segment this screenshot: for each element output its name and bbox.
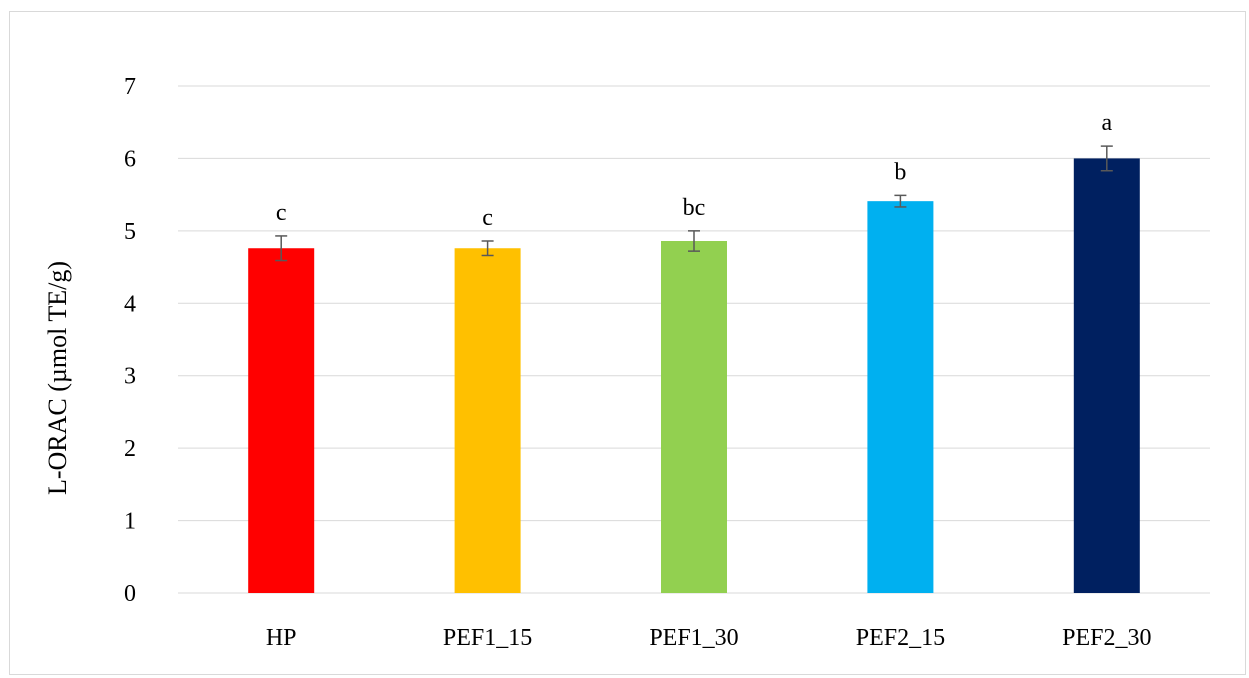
chart-frame: 0 1 2 3 4 5 6 7 c HP c PEF1_15 bc PEF1_30 b PEF2_15 a PEF…: [9, 11, 1246, 675]
bar-PEF1_30: [661, 240, 727, 594]
error-bar-PEF1_15: [481, 240, 494, 257]
x-tick-label: PEF1_15: [443, 625, 532, 651]
bar-HP: [248, 248, 315, 594]
y-axis-title: L-ORAC (µmol TE/g): [43, 261, 72, 495]
error-bar-PEF2_15: [894, 194, 907, 208]
bar-PEF2_15: [867, 201, 934, 593]
significance-letter: a: [1101, 110, 1112, 136]
y-tick-label: 7: [124, 74, 136, 100]
x-tick-label: PEF2_15: [856, 625, 945, 651]
x-tick-label: PEF2_30: [1062, 625, 1151, 651]
error-bar-HP: [275, 235, 288, 262]
error-bars: [275, 145, 1113, 262]
y-tick-label: 5: [124, 219, 136, 245]
bars: [248, 158, 1140, 594]
y-tick-label: 0: [124, 581, 136, 607]
significance-letter: c: [276, 200, 287, 226]
bar-PEF1_15: [454, 248, 521, 594]
y-tick-label: 4: [124, 291, 136, 317]
y-tick-label: 6: [124, 146, 136, 172]
y-tick-label: 1: [124, 509, 136, 535]
bar-chart: 0 1 2 3 4 5 6 7 c HP c PEF1_15 bc PEF1_30 b PEF2_15 a PEF…: [43, 74, 1210, 651]
significance-letter: b: [894, 159, 906, 185]
y-tick-label: 2: [124, 436, 136, 462]
x-tick-label: HP: [266, 625, 297, 651]
labels: 0 1 2 3 4 5 6 7 c HP c PEF1_15 bc PEF1_30 b PEF2_15 a PEF…: [124, 74, 1151, 651]
bar-PEF2_30: [1073, 158, 1140, 593]
y-tick-label: 3: [124, 364, 136, 390]
error-bar-PEF2_30: [1100, 145, 1113, 172]
x-tick-label: PEF1_30: [649, 625, 738, 651]
error-bar-PEF1_30: [688, 230, 700, 252]
significance-letter: c: [482, 205, 493, 231]
significance-letter: bc: [683, 195, 706, 221]
